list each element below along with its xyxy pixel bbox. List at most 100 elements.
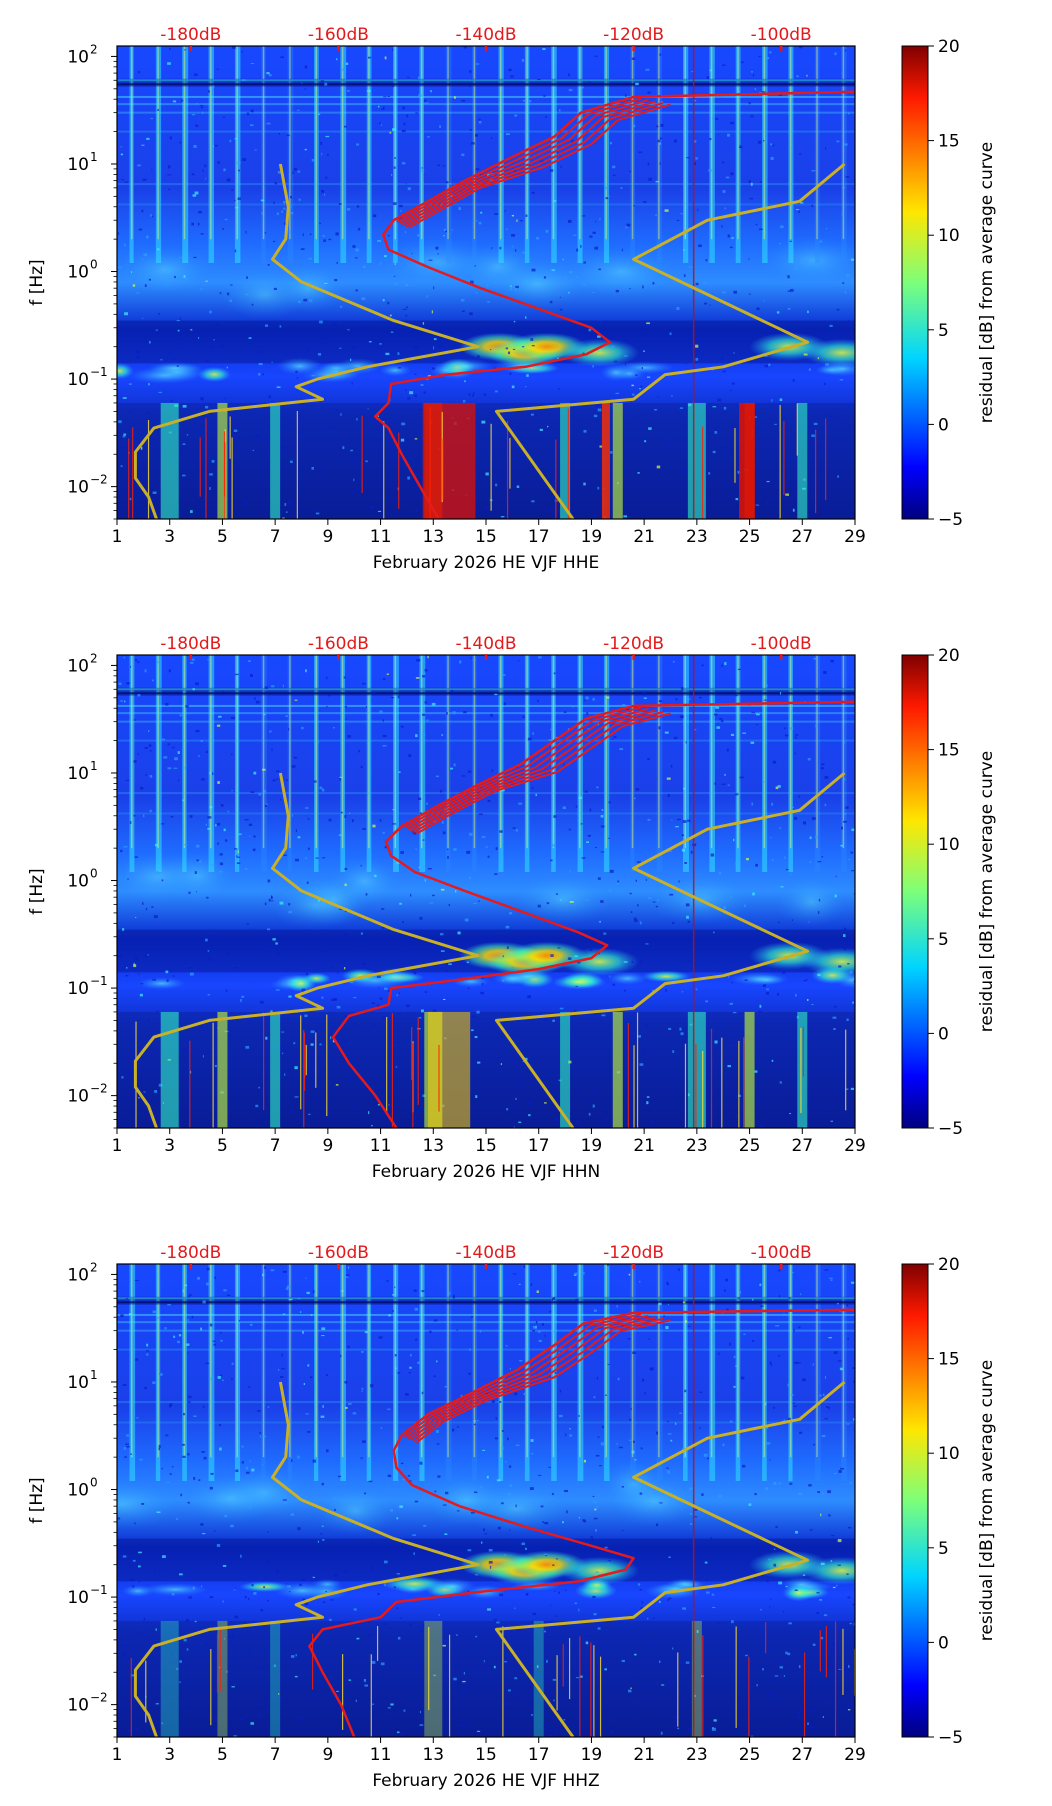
noise-speckle	[770, 1598, 772, 1600]
noise-speckle	[759, 1283, 762, 1287]
noise-speckle	[787, 307, 791, 310]
noise-speckle	[597, 335, 601, 338]
noise-speckle	[240, 1108, 243, 1110]
noise-speckle	[778, 1482, 782, 1485]
noise-speckle	[637, 903, 639, 907]
event-column	[797, 402, 808, 519]
noise-speckle	[248, 1597, 250, 1601]
noise-speckle	[836, 1665, 838, 1668]
noise-speckle	[246, 923, 250, 925]
noise-speckle	[353, 457, 357, 460]
noise-speckle	[333, 998, 338, 1001]
noise-speckle	[478, 118, 481, 121]
noise-speckle	[442, 165, 446, 167]
noise-speckle	[676, 307, 680, 310]
noise-speckle	[297, 170, 301, 173]
noise-speckle	[499, 1401, 502, 1403]
noise-speckle	[156, 1010, 159, 1013]
noise-speckle	[798, 1362, 801, 1364]
colorbar-tick-label: −5	[938, 1728, 963, 1748]
y-tick-exponent: 2	[90, 651, 98, 665]
noise-speckle	[226, 366, 228, 369]
spectral-line	[117, 95, 855, 98]
noise-speckle	[784, 727, 786, 730]
noise-speckle	[668, 433, 670, 435]
noise-speckle	[234, 1615, 239, 1619]
noise-speckle	[205, 750, 208, 753]
noise-speckle	[193, 256, 197, 259]
noise-speckle	[322, 1539, 325, 1541]
noise-speckle	[268, 395, 271, 399]
noise-speckle	[613, 736, 617, 739]
x-tick-label: 21	[633, 1745, 655, 1765]
noise-speckle	[296, 1056, 298, 1058]
noise-speckle	[798, 1665, 801, 1669]
noise-speckle	[377, 1103, 382, 1106]
event-spike	[229, 416, 231, 459]
noise-speckle	[443, 998, 446, 1000]
noise-speckle	[546, 902, 550, 905]
noise-speckle	[626, 223, 631, 227]
x-tick-label: 19	[581, 1745, 603, 1765]
noise-speckle	[205, 823, 207, 826]
noise-speckle	[444, 1533, 448, 1535]
noise-speckle	[709, 69, 713, 72]
noise-speckle	[171, 1652, 174, 1656]
noise-speckle	[125, 967, 128, 969]
noise-speckle	[545, 509, 548, 511]
noise-speckle	[453, 1677, 457, 1681]
noise-speckle	[672, 921, 675, 924]
noise-speckle	[280, 447, 285, 450]
noise-speckle	[273, 1664, 276, 1668]
noise-speckle	[471, 1315, 473, 1318]
noise-speckle	[500, 1063, 502, 1066]
top-db-label: -140dB	[455, 1243, 516, 1263]
x-tick-label: 3	[164, 1745, 175, 1765]
noise-speckle	[322, 1601, 326, 1603]
daily-streak-core	[789, 655, 792, 849]
noise-speckle	[125, 974, 129, 977]
noise-speckle	[249, 1460, 252, 1462]
noise-speckle	[582, 1519, 585, 1522]
daily-streak	[393, 655, 399, 873]
noise-speckle	[724, 662, 727, 666]
noise-speckle	[608, 801, 611, 804]
noise-speckle	[689, 933, 693, 936]
noise-speckle	[621, 1529, 624, 1532]
noise-speckle	[379, 262, 382, 266]
noise-speckle	[820, 1562, 825, 1566]
noise-speckle	[646, 1617, 649, 1620]
daily-streak	[498, 655, 504, 873]
noise-speckle	[493, 367, 496, 369]
noise-speckle	[467, 770, 472, 773]
noise-speckle	[204, 164, 207, 168]
noise-speckle	[247, 1386, 251, 1388]
y-tick-exponent: −1	[90, 1583, 108, 1597]
noise-speckle	[731, 382, 735, 385]
noise-speckle	[481, 983, 484, 986]
event-spike	[701, 426, 704, 519]
noise-speckle	[475, 168, 480, 171]
top-db-label: -160dB	[308, 1243, 369, 1263]
noise-speckle	[250, 62, 255, 65]
noise-speckle	[344, 1039, 348, 1042]
noise-speckle	[601, 1425, 605, 1429]
daily-streak-core	[183, 1264, 186, 1458]
top-db-label: -160dB	[308, 25, 369, 45]
noise-speckle	[167, 1304, 171, 1306]
noise-speckle	[829, 1107, 831, 1110]
noise-speckle	[158, 391, 163, 394]
x-tick-label: 15	[475, 527, 497, 547]
noise-speckle	[383, 1623, 387, 1625]
noise-speckle	[194, 191, 199, 195]
noise-speckle	[758, 1010, 762, 1013]
noise-speckle	[234, 199, 236, 201]
noise-speckle	[135, 350, 140, 353]
noise-speckle	[671, 394, 673, 397]
noise-speckle	[305, 1016, 310, 1019]
noise-speckle	[766, 1580, 769, 1583]
noise-speckle	[126, 1445, 130, 1448]
noise-speckle	[819, 1394, 822, 1397]
noise-speckle	[798, 210, 800, 213]
y-tick-label: 10	[67, 155, 89, 175]
